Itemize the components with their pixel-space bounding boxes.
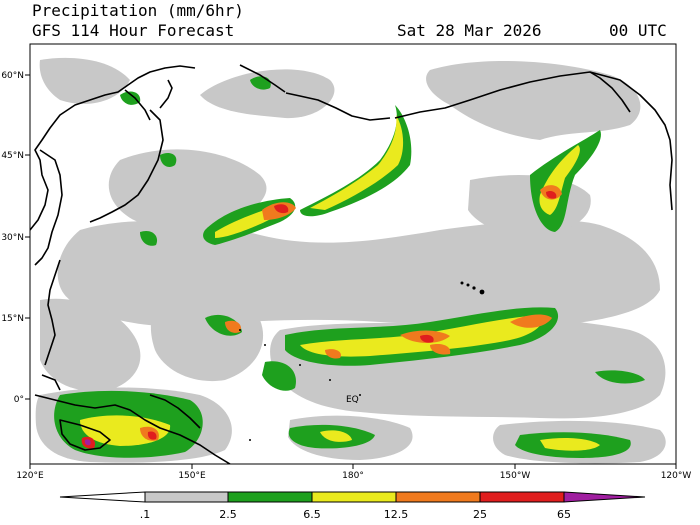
- lon-label-150w: 150°W: [500, 471, 531, 481]
- colorbar-tick-1: 2.5: [219, 508, 237, 521]
- lat-label-30n: 30°N: [1, 233, 24, 243]
- valid-time: 00 UTC: [609, 21, 667, 40]
- lon-label-180: 180°: [342, 471, 364, 481]
- hawaii-islands: [460, 281, 485, 295]
- lon-label-120w: 120°W: [661, 471, 692, 481]
- lat-label-0: 0°: [14, 395, 24, 405]
- equator-label: EQ: [346, 395, 359, 405]
- lat-label-60n: 60°N: [1, 71, 24, 81]
- colorbar-segment-yellow: [311, 491, 397, 503]
- colorbar-segment-none: [59, 491, 146, 503]
- colorbar-segment-light: [144, 491, 229, 503]
- colorbar-tick-4: 25: [473, 508, 487, 521]
- colorbar-segment-orange: [395, 491, 481, 503]
- lon-label-120e: 120°E: [16, 471, 44, 481]
- colorbar-segment-purple: [563, 491, 646, 503]
- forecast-subtitle: GFS 114 Hour Forecast: [32, 21, 235, 40]
- pacific-islands: [239, 329, 361, 441]
- colorbar-segment-green: [227, 491, 313, 503]
- colorbar-segment-red: [479, 491, 565, 503]
- chart-title: Precipitation (mm/6hr): [32, 1, 244, 20]
- colorbar-tick-5: 65: [557, 508, 571, 521]
- precipitation-field: [30, 57, 673, 464]
- lat-label-45n: 45°N: [1, 151, 24, 161]
- valid-date: Sat 28 Mar 2026: [397, 21, 542, 40]
- coastlines: [30, 64, 673, 464]
- lat-label-15n: 15°N: [1, 314, 24, 324]
- colorbar-tick-0: .1: [140, 508, 151, 521]
- lon-label-150e: 150°E: [178, 471, 206, 481]
- colorbar-tick-3: 12.5: [384, 508, 409, 521]
- axis-ticks: [25, 74, 677, 469]
- colorbar-tick-2: 6.5: [303, 508, 321, 521]
- colorbar: [59, 491, 646, 503]
- max-precip-areas: [84, 439, 91, 446]
